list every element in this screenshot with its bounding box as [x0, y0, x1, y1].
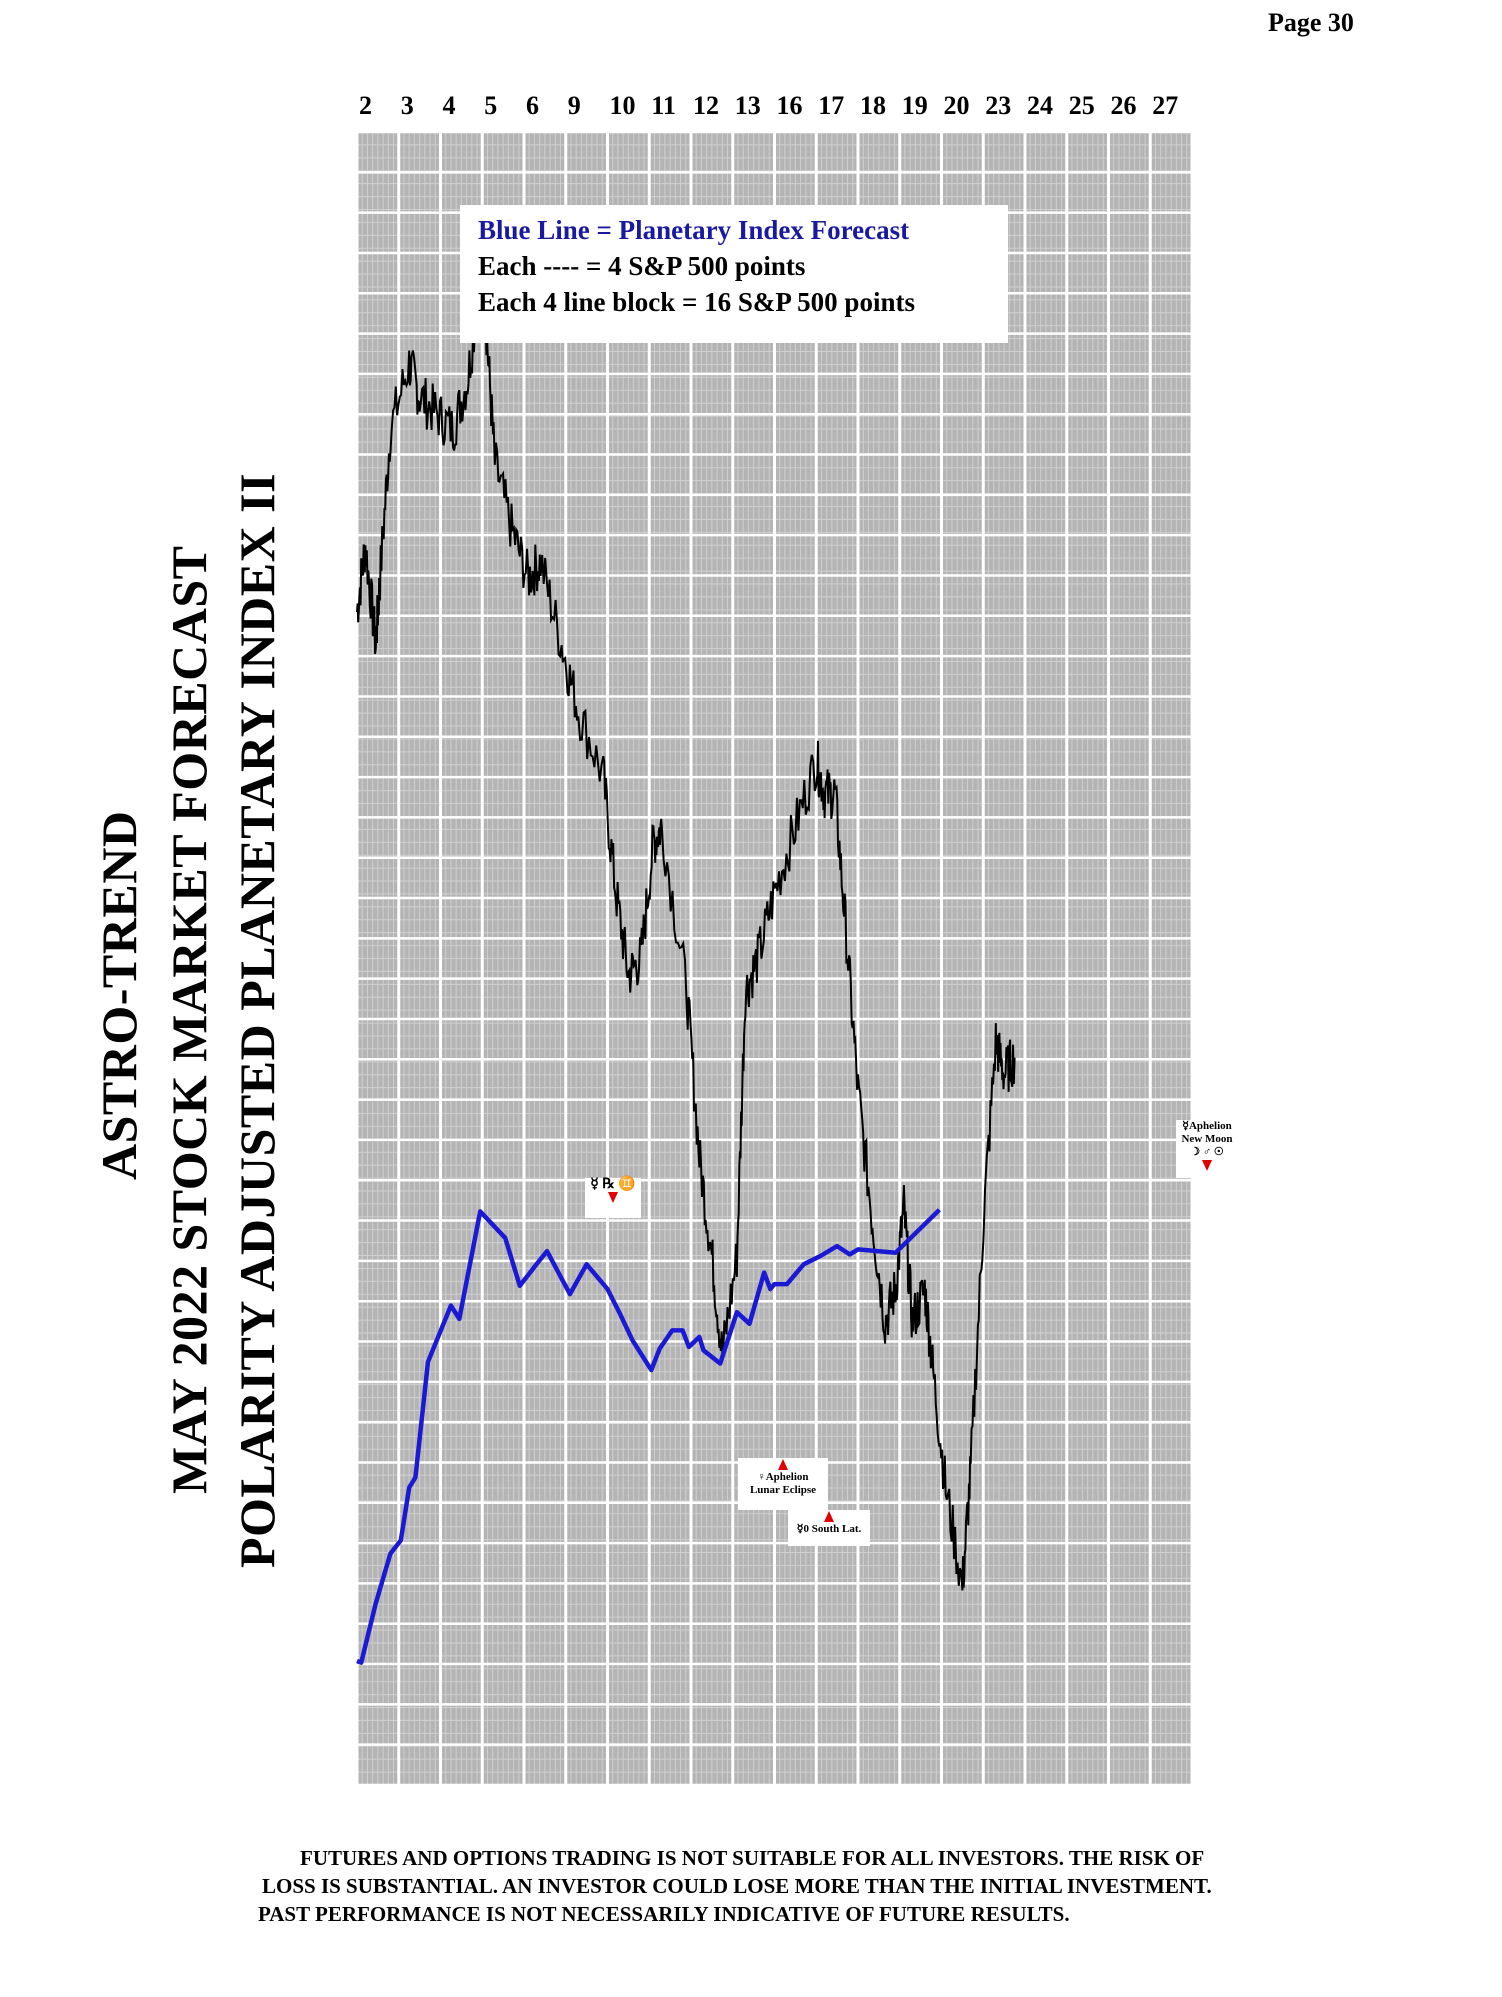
x-tick-label: 26	[1111, 91, 1137, 120]
arrow-up-icon	[824, 1511, 834, 1522]
x-tick-label: 18	[860, 91, 886, 120]
series-forecast-line	[356, 1208, 941, 1665]
legend-box: Blue Line = Planetary Index Forecast Eac…	[460, 205, 1008, 343]
legend-line-2: Each ---- = 4 S&P 500 points	[478, 251, 806, 281]
x-tick-label: 17	[818, 91, 844, 120]
x-tick-label: 23	[985, 91, 1011, 120]
annotation-mercury-aphelion: ☿Aphelion New Moon ☽ ♂ ☉	[1176, 1120, 1238, 1178]
grid-major	[355, 130, 1194, 1787]
arrow-down-icon	[1202, 1160, 1212, 1171]
page-number: Page 30	[1268, 8, 1354, 37]
x-tick-label: 19	[902, 91, 928, 120]
x-tick-label: 4	[443, 91, 456, 120]
x-tick-label: 9	[568, 91, 581, 120]
x-tick-label: 27	[1152, 91, 1178, 120]
x-tick-label: 5	[484, 91, 497, 120]
annotation-mercury-aphelion-text: ☿Aphelion	[1182, 1120, 1232, 1132]
x-tick-label: 6	[526, 91, 539, 120]
disclaimer-line-3: PAST PERFORMANCE IS NOT NECESSARILY INDI…	[258, 1902, 1070, 1926]
annotation-mercury-retrograde: ☿ ℞ ♊	[585, 1178, 641, 1218]
legend-line-1: Blue Line = Planetary Index Forecast	[478, 215, 910, 245]
disclaimer-line-1: FUTURES AND OPTIONS TRADING IS NOT SUITA…	[300, 1846, 1205, 1870]
legend-line-3: Each 4 line block = 16 S&P 500 points	[478, 287, 915, 317]
x-tick-label: 3	[401, 91, 414, 120]
x-tick-label: 24	[1027, 91, 1053, 120]
arrow-up-icon	[778, 1459, 788, 1470]
disclaimer-line-2: LOSS IS SUBSTANTIAL. AN INVESTOR COULD L…	[262, 1874, 1212, 1898]
x-tick-label: 2	[359, 91, 372, 120]
series-actual-line	[356, 268, 1016, 1591]
annotation-new-moon-symbols: ☽ ♂ ☉	[1190, 1146, 1224, 1158]
x-tick-label: 16	[777, 91, 803, 120]
x-tick-label: 12	[693, 91, 719, 120]
annotation-mercury-retrograde-text: ☿ ℞ ♊	[590, 1177, 636, 1192]
arrow-down-icon	[608, 1192, 618, 1203]
x-tick-label: 13	[735, 91, 761, 120]
x-tick-label: 10	[610, 91, 636, 120]
annotation-venus-aphelion-text: ♀Aphelion	[757, 1471, 809, 1483]
annotation-new-moon-text: New Moon	[1181, 1133, 1233, 1145]
x-tick-label: 25	[1069, 91, 1095, 120]
annotation-lunar-eclipse-text: Lunar Eclipse	[749, 1484, 817, 1496]
x-tick-label: 11	[651, 91, 676, 120]
annotation-mercury-south-lat-text: ☿0 South Lat.	[796, 1523, 862, 1535]
x-tick-label: 20	[944, 91, 970, 120]
annotation-mercury-south-lat: ☿0 South Lat.	[788, 1510, 870, 1546]
annotation-venus-aphelion: ♀Aphelion Lunar Eclipse	[738, 1458, 828, 1510]
x-axis-tick-labels: 2 3 4 5 6 9 10 11 12 13 16 17 18 19 20 23 24 25 26 27	[359, 91, 1178, 120]
